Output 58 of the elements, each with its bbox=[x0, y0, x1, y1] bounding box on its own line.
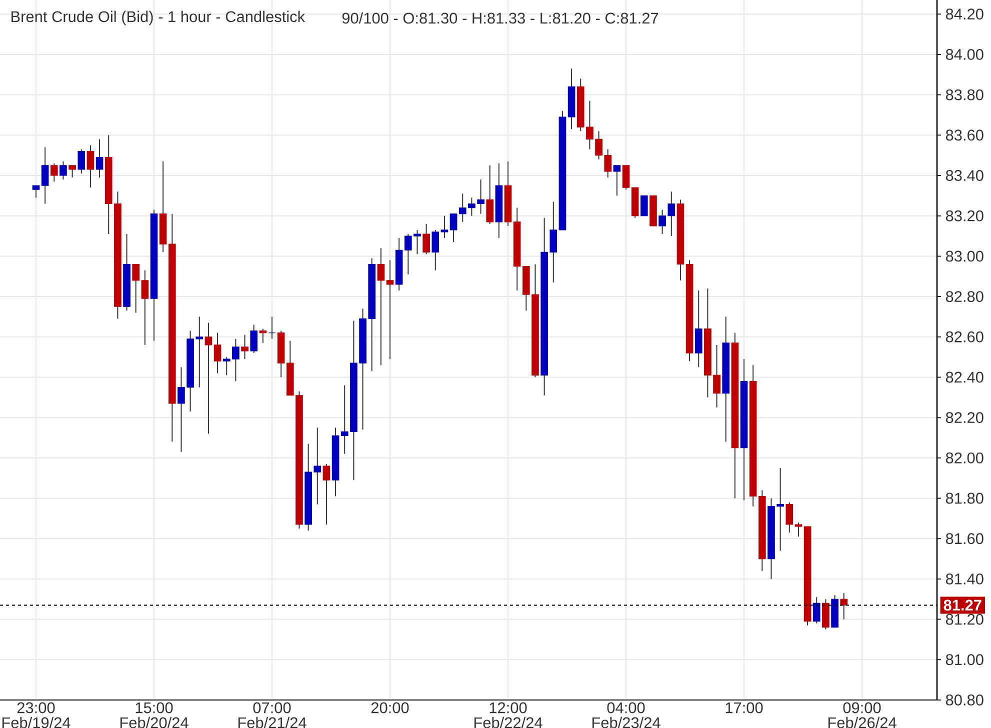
candlestick bbox=[32, 185, 40, 198]
candlestick bbox=[377, 248, 385, 366]
candlestick bbox=[41, 146, 49, 204]
y-tick-label: 83.60 bbox=[946, 130, 984, 141]
candlestick bbox=[241, 334, 248, 360]
candlestick bbox=[812, 596, 820, 624]
candlestick bbox=[68, 164, 76, 178]
y-tick-label: 83.20 bbox=[946, 210, 984, 222]
y-tick-label: 82.00 bbox=[946, 452, 984, 464]
y-tick-label: 83.00 bbox=[946, 250, 984, 262]
candlestick bbox=[259, 328, 267, 344]
candlestick bbox=[422, 223, 430, 255]
y-tick-label: 81.20 bbox=[946, 614, 984, 625]
y-tick-label: 80.80 bbox=[946, 694, 984, 706]
x-tick-label: 17:00 bbox=[726, 702, 763, 714]
candlestick bbox=[204, 322, 212, 434]
candlestick bbox=[486, 164, 494, 224]
candlestick bbox=[786, 502, 794, 534]
candlestick bbox=[322, 463, 330, 525]
candlestick bbox=[640, 195, 648, 216]
y-tick-label: 82.20 bbox=[946, 412, 984, 424]
y-tick-label: 82.40 bbox=[946, 372, 984, 383]
candlestick bbox=[450, 213, 458, 243]
x-tick-label: 12:00 Feb/22/24 bbox=[474, 702, 542, 728]
candlestick bbox=[86, 144, 94, 188]
y-tick-label: 84.20 bbox=[946, 8, 984, 20]
candlestick bbox=[840, 592, 848, 620]
candlestick bbox=[50, 162, 58, 182]
y-tick-label: 81.40 bbox=[946, 573, 984, 584]
candlestick bbox=[214, 332, 222, 374]
y-tick-label: 83.80 bbox=[946, 89, 984, 100]
candlestick bbox=[96, 138, 104, 178]
ref-line-label: 81.27 bbox=[944, 600, 982, 611]
candlestick bbox=[622, 164, 630, 190]
x-tick-label: 15:00 Feb/20/24 bbox=[120, 702, 188, 728]
candlestick bbox=[78, 148, 86, 174]
candlestick bbox=[440, 215, 448, 239]
y-tick-label: 84.00 bbox=[946, 48, 984, 60]
y-tick-label: 82.80 bbox=[946, 291, 984, 302]
y-tick-label: 82.60 bbox=[946, 331, 984, 342]
candlestick bbox=[250, 324, 258, 354]
candlestick bbox=[386, 260, 394, 360]
y-tick-label: 81.60 bbox=[946, 533, 984, 544]
candlestick bbox=[268, 316, 276, 340]
x-tick-label: 23:00 Feb/19/24 bbox=[2, 702, 70, 728]
text: Brent Crude Oil (Bid) - 1 hour - Candlestick bbox=[12, 10, 306, 26]
x-tick-label: 20:00 bbox=[371, 702, 409, 714]
y-tick-label: 83.40 bbox=[946, 170, 984, 181]
x-tick-label: 04:00 Feb/23/24 bbox=[592, 702, 660, 728]
x-tick-label: 07:00 Feb/21/24 bbox=[238, 702, 306, 728]
candlestick bbox=[432, 229, 440, 271]
text: 90/100 - O:81.30 - H:81.33 - L:81.20 - C:81.27 bbox=[342, 12, 658, 24]
candlestick bbox=[794, 522, 802, 538]
y-tick-label: 81.80 bbox=[946, 492, 984, 504]
candlestick bbox=[613, 164, 621, 196]
candlestick bbox=[60, 160, 67, 180]
x-tick-label: 09:00 Feb/26/24 bbox=[828, 702, 896, 728]
y-tick-label: 81.00 bbox=[946, 654, 984, 666]
